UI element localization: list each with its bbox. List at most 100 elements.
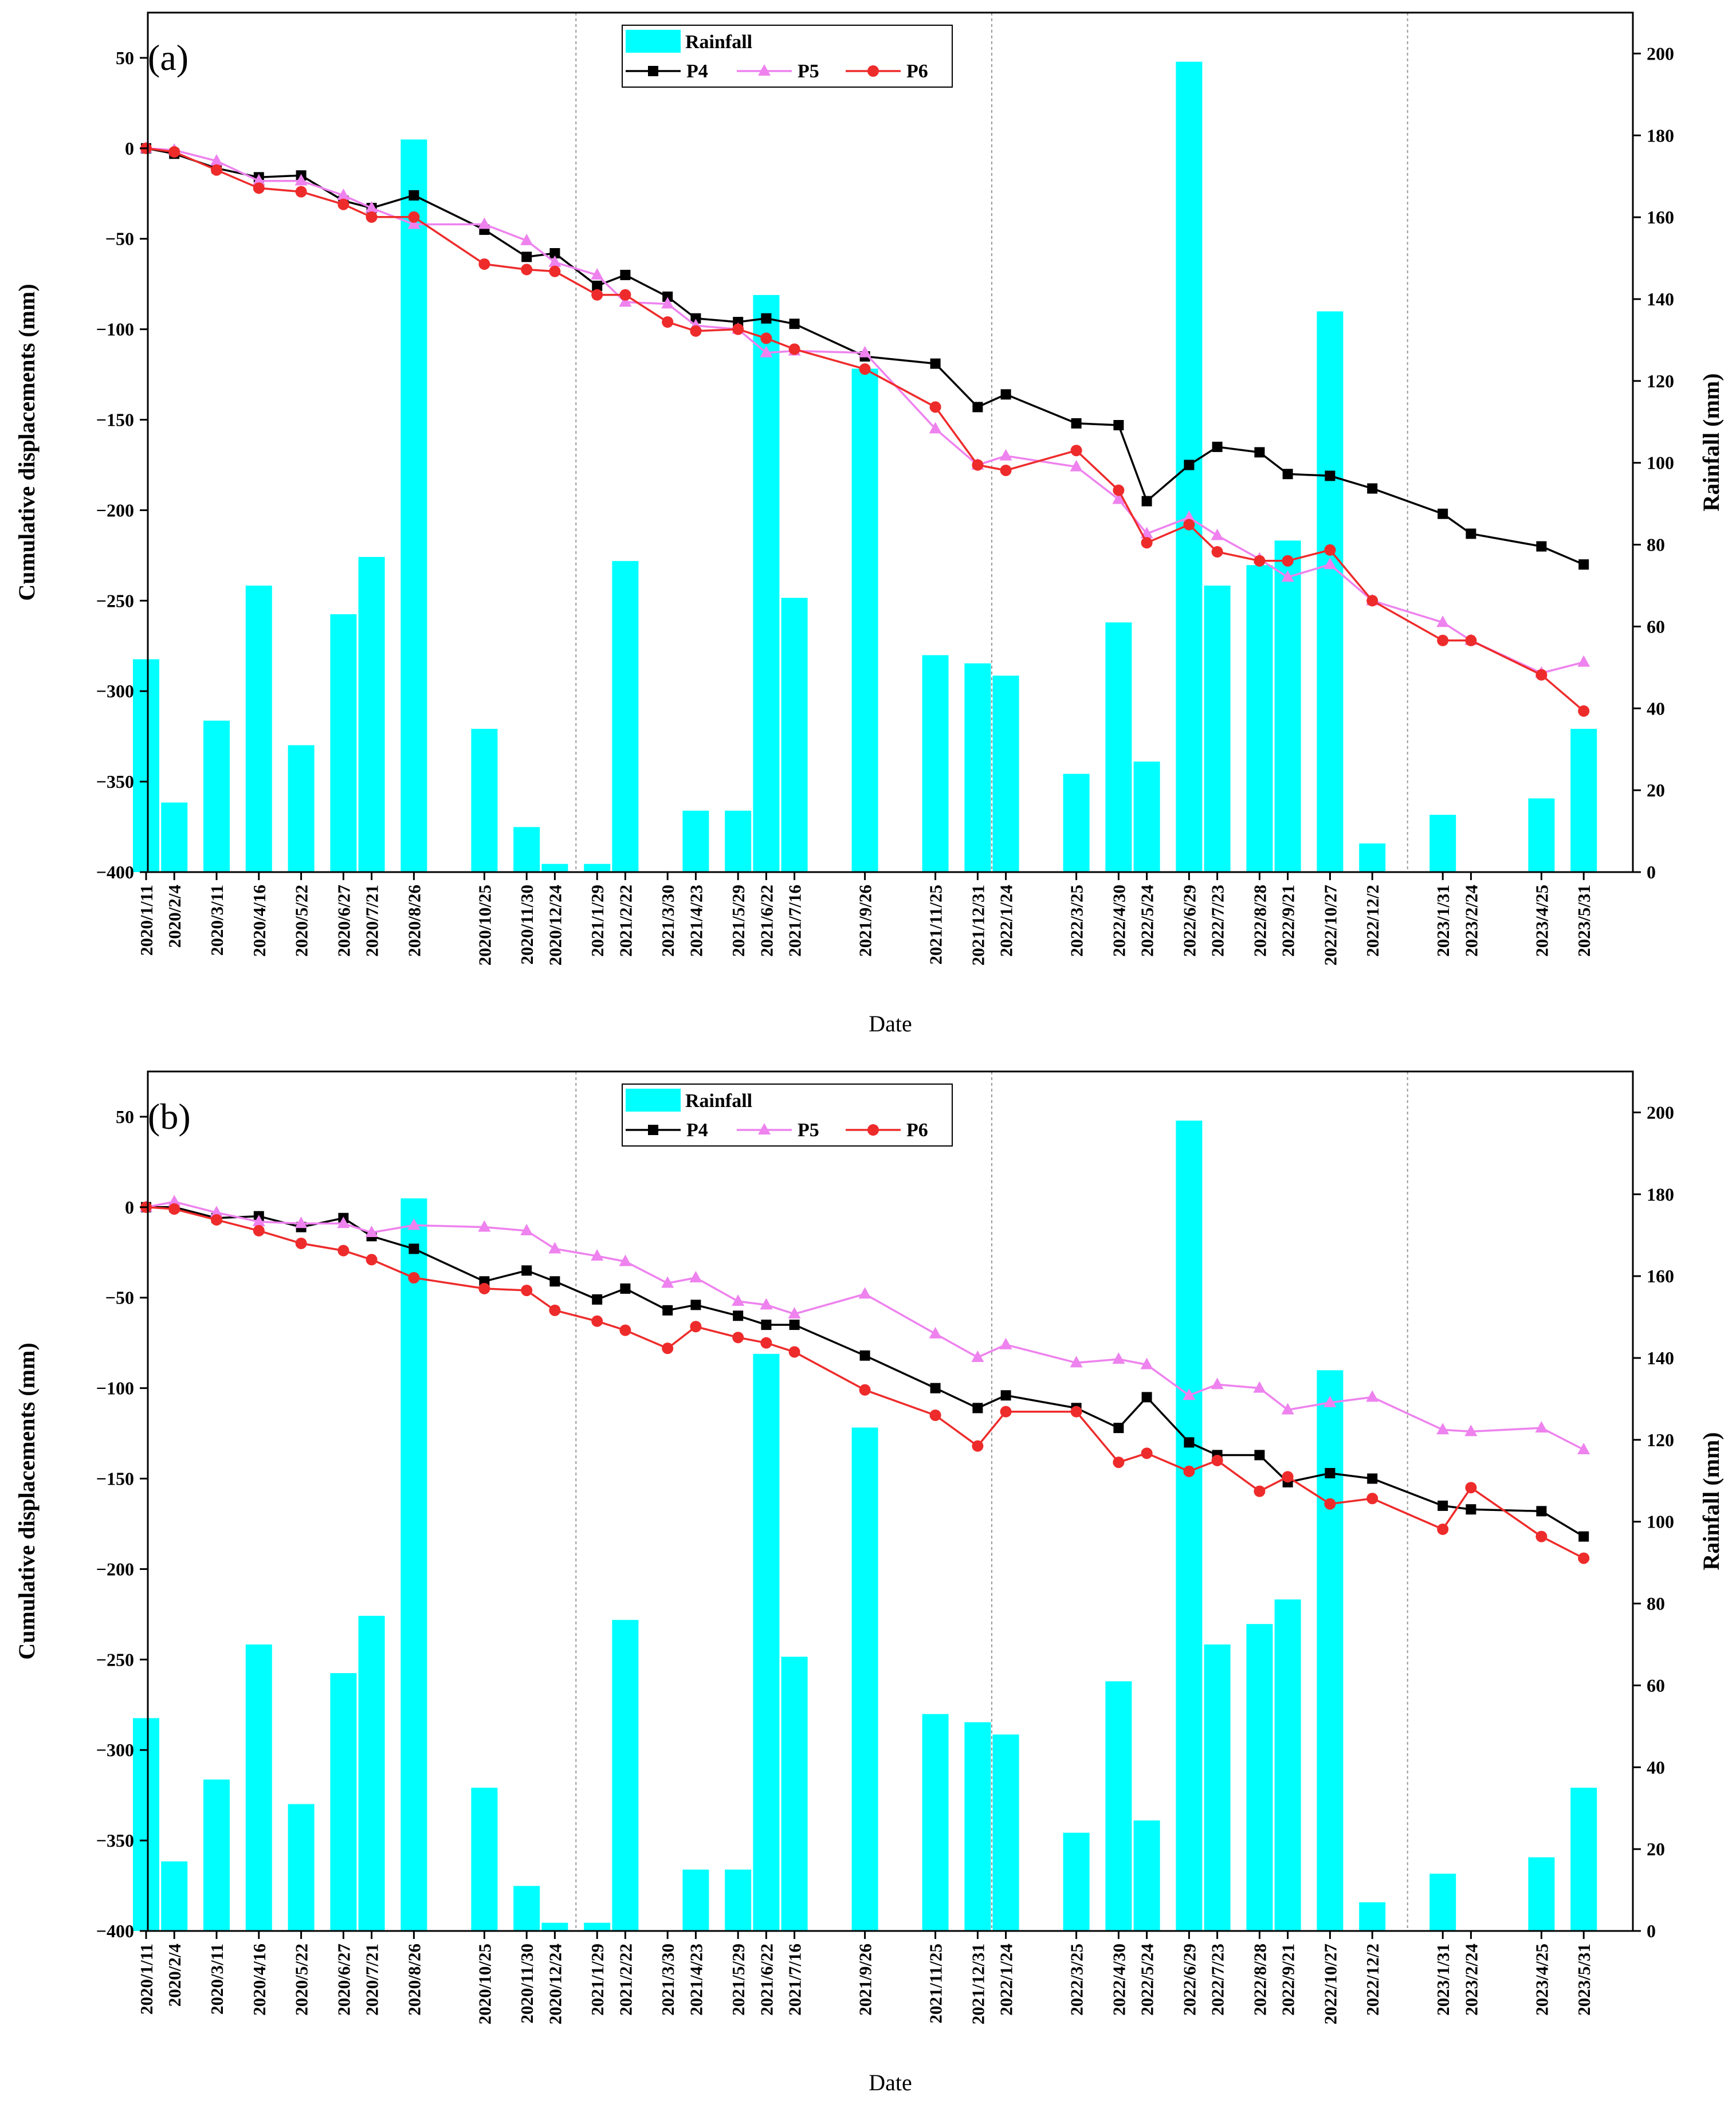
y-right-tick-label: 80 [1647, 535, 1665, 555]
legend-label-p5: P5 [798, 1120, 819, 1141]
x-tick-label: 2022/1/24 [996, 1944, 1016, 2016]
data-point-p6 [549, 265, 561, 277]
x-tick-label: 2020/4/16 [249, 1944, 269, 2016]
rainfall-bar [161, 802, 188, 872]
x-tick-label: 2021/11/25 [926, 885, 946, 965]
legend-label-p4: P4 [686, 61, 708, 82]
x-tick-label: 2020/12/24 [545, 885, 565, 965]
data-point-p6 [1183, 519, 1195, 531]
y-left-tick-label: −150 [96, 1469, 134, 1489]
data-point-p5 [591, 268, 604, 280]
data-point-p5 [929, 422, 942, 434]
data-point-p6 [1535, 669, 1548, 681]
y-right-tick-label: 120 [1647, 1430, 1674, 1450]
rainfall-bar [133, 659, 159, 872]
data-point-p6 [972, 459, 984, 471]
legend-label-p4: P4 [686, 1120, 708, 1141]
data-point-p4 [1578, 559, 1589, 570]
data-point-p4 [761, 1320, 772, 1330]
data-point-p5 [591, 1249, 604, 1261]
data-point-p6 [168, 1203, 180, 1215]
x-tick-label: 2021/3/30 [658, 885, 678, 957]
x-tick-label: 2020/7/21 [362, 1944, 382, 2016]
data-point-p6 [929, 401, 941, 413]
data-point-p6 [478, 258, 490, 270]
data-point-p6 [591, 1315, 603, 1327]
data-point-p4 [409, 1243, 419, 1254]
x-tick-label: 2022/7/23 [1208, 1944, 1228, 2016]
data-point-p5 [1436, 1423, 1450, 1435]
y-right-tick-label: 100 [1647, 453, 1674, 473]
data-point-p6 [337, 198, 349, 210]
x-tick-label: 2022/5/24 [1137, 1944, 1157, 2016]
data-point-p6 [972, 1440, 984, 1452]
data-point-p4 [1071, 418, 1082, 429]
rainfall-bar [1274, 540, 1301, 872]
y-right-tick-label: 40 [1647, 698, 1665, 719]
data-point-p4 [1437, 1500, 1448, 1511]
y-left-tick-label: −200 [96, 1559, 134, 1579]
rainfall-bar [471, 729, 498, 872]
x-tick-label: 2021/2/22 [615, 1944, 635, 2016]
data-point-p4 [1184, 1437, 1195, 1448]
legend-label-rainfall: Rainfall [685, 1090, 752, 1112]
data-point-p4 [1000, 389, 1011, 400]
y-left-tick-label: −50 [105, 229, 134, 249]
plot-frame [147, 11, 1634, 873]
data-point-p5 [1211, 528, 1224, 540]
legend-marker-p6 [867, 65, 879, 77]
data-point-p5 [1211, 1377, 1224, 1389]
data-point-p5 [661, 1276, 674, 1288]
y-right-tick-label: 140 [1647, 289, 1674, 309]
x-tick-label: 2020/11/30 [517, 1944, 537, 2024]
y-right-tick-label: 140 [1647, 1348, 1674, 1368]
x-tick-label: 2022/12/2 [1362, 885, 1382, 957]
data-point-p5 [252, 174, 265, 186]
data-point-p5 [1577, 655, 1590, 667]
rainfall-bar [1429, 1874, 1456, 1931]
data-point-p5 [407, 1218, 421, 1230]
data-point-p5 [1577, 1443, 1590, 1454]
data-point-p4 [1184, 460, 1195, 470]
data-point-p5 [760, 346, 773, 358]
data-point-p4 [620, 269, 631, 280]
legend-marker-p5 [758, 1123, 771, 1135]
data-point-p5 [858, 1287, 871, 1299]
rainfall-bar [1274, 1599, 1301, 1931]
data-point-p6 [253, 182, 265, 194]
data-point-p6 [1113, 1457, 1125, 1469]
rainfall-bar [1317, 1370, 1344, 1931]
x-tick-label: 2022/12/2 [1362, 1944, 1382, 2016]
data-point-p5 [1535, 1421, 1548, 1433]
data-point-p5 [1436, 615, 1450, 627]
y-right-tick-label: 160 [1647, 207, 1674, 227]
rainfall-bar [1317, 311, 1344, 872]
x-tick-label: 2023/5/31 [1574, 885, 1594, 957]
rainfall-bar [513, 827, 540, 872]
data-point-p5 [858, 346, 871, 358]
rainfall-bar [288, 745, 315, 872]
data-point-p5 [661, 297, 674, 309]
y-right-tick-label: 60 [1647, 616, 1665, 637]
x-tick-label: 2022/5/24 [1137, 885, 1157, 957]
data-point-p4 [1367, 483, 1378, 494]
x-tick-label: 2021/7/16 [785, 1944, 805, 2016]
data-point-p5 [478, 217, 491, 229]
data-point-p4 [789, 319, 800, 329]
data-point-p5 [1183, 1388, 1196, 1400]
data-point-p4 [1367, 1473, 1378, 1484]
rainfall-bar [541, 1922, 568, 1931]
y-left-tick-label: −300 [96, 1740, 134, 1760]
rainfall-bar [471, 1788, 498, 1931]
y-right-tick-label: 120 [1647, 371, 1674, 391]
data-point-p4 [662, 291, 673, 302]
rainfall-bar [330, 614, 357, 872]
data-point-p6 [337, 1245, 349, 1257]
data-point-p6 [1465, 634, 1477, 646]
x-tick-label: 2022/1/24 [996, 885, 1016, 957]
data-point-p6 [1578, 705, 1590, 717]
y-left-tick-label: −150 [96, 410, 134, 430]
x-tick-label: 2020/8/26 [404, 885, 424, 957]
data-point-p4 [1113, 420, 1124, 430]
